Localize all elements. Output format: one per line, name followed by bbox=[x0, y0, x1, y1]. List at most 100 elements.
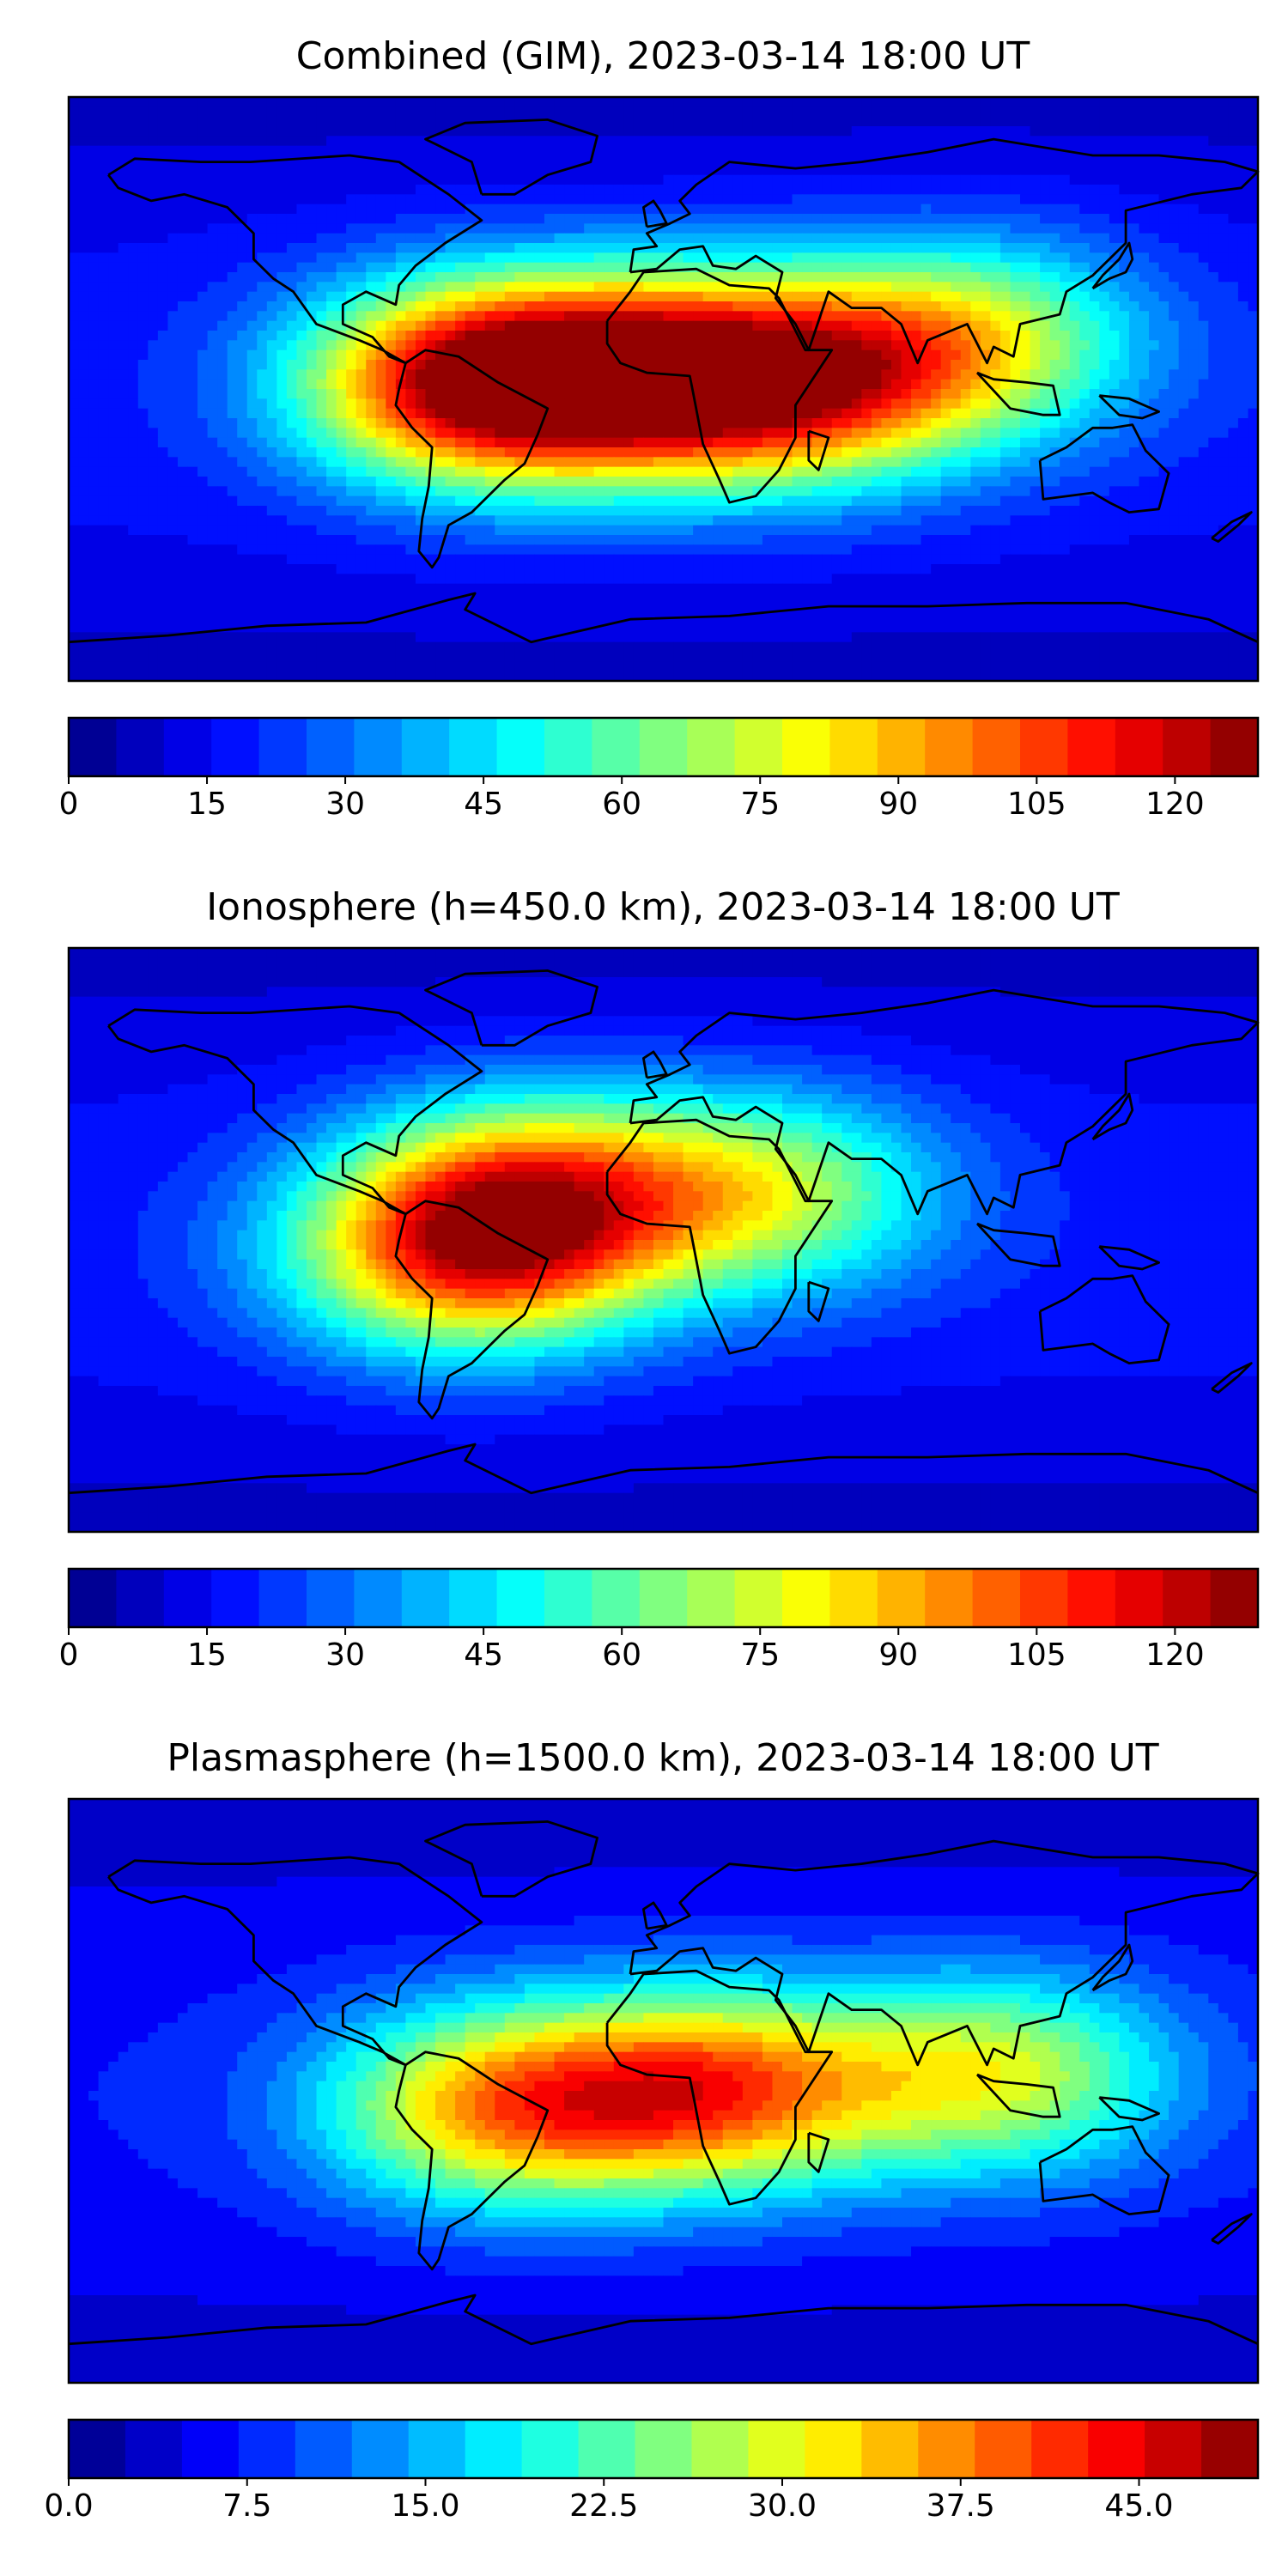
colorbar-swatch bbox=[925, 1569, 974, 1627]
coastlines bbox=[68, 118, 1260, 644]
colorbar-swatch bbox=[521, 2420, 580, 2478]
colorbar-tick-label: 0 bbox=[59, 787, 79, 822]
colorbar-swatch bbox=[1145, 2420, 1202, 2478]
colorbar-swatch bbox=[635, 2420, 693, 2478]
colorbar-tick-label: 120 bbox=[1145, 787, 1205, 822]
colorbar-swatch bbox=[1067, 1569, 1116, 1627]
colorbar-swatch bbox=[972, 1569, 1021, 1627]
colorbar-frame bbox=[67, 1567, 1260, 1629]
panel-ionosphere: Ionosphere (h=450.0 km), 2023-03-14 18:0… bbox=[59, 885, 1260, 1673]
colorbar-swatch bbox=[544, 1569, 592, 1627]
colorbar-swatch bbox=[748, 2420, 805, 2478]
colorbar-tick-label: 90 bbox=[878, 1637, 918, 1673]
panel-combined: Combined (GIM), 2023-03-14 18:00 UT 0 15 3… bbox=[59, 34, 1260, 822]
coastlines bbox=[68, 969, 1260, 1495]
colorbar-swatch bbox=[295, 2420, 353, 2478]
coastline-antarctica bbox=[68, 2293, 1259, 2346]
colorbar-swatch bbox=[1020, 1569, 1068, 1627]
coastline-japan bbox=[1091, 241, 1134, 290]
colorbar-swatch bbox=[307, 718, 355, 776]
colorbar-swatch bbox=[782, 718, 830, 776]
colorbar-swatch bbox=[449, 718, 498, 776]
colorbar-swatch bbox=[351, 2420, 410, 2478]
coastline-eurasia bbox=[629, 988, 1260, 1216]
coastline-antarctica bbox=[68, 592, 1259, 644]
colorbar-swatch bbox=[592, 1569, 641, 1627]
colorbar-swatches bbox=[69, 2420, 1259, 2478]
map-frame bbox=[67, 95, 1260, 683]
colorbar-swatch bbox=[496, 1569, 545, 1627]
coastlines bbox=[68, 1820, 1260, 2346]
coastline-africa bbox=[605, 1969, 834, 2206]
map bbox=[67, 946, 1260, 1534]
coastline-south-america bbox=[394, 349, 550, 569]
colorbar: 0.0 7.5 15.0 22.5 30.0 37.5 45.0 bbox=[44, 2418, 1260, 2524]
colorbar-swatch bbox=[116, 718, 165, 776]
colorbar-swatch bbox=[972, 718, 1021, 776]
colorbar-swatch bbox=[449, 1569, 498, 1627]
map-frame bbox=[67, 946, 1260, 1534]
colorbar-swatch bbox=[925, 718, 974, 776]
contour-field bbox=[69, 948, 1259, 1533]
coastline-indonesia bbox=[975, 1222, 1061, 1267]
colorbar-swatch bbox=[496, 718, 545, 776]
colorbar-swatch bbox=[544, 718, 592, 776]
colorbar-tick-label: 37.5 bbox=[927, 2488, 995, 2524]
colorbar-swatch bbox=[1067, 718, 1116, 776]
colorbar-swatch bbox=[1115, 718, 1163, 776]
coastline-madagascar bbox=[807, 1280, 830, 1322]
colorbar-swatch bbox=[163, 718, 212, 776]
colorbar-swatch bbox=[238, 2420, 296, 2478]
colorbar-tick-label: 75 bbox=[740, 1637, 780, 1673]
colorbar-frame bbox=[67, 2418, 1260, 2480]
coastline-japan bbox=[1091, 1943, 1134, 1992]
colorbar-swatch bbox=[354, 1569, 403, 1627]
colorbar: 0 15 30 45 60 75 90 105 120 bbox=[59, 716, 1260, 822]
colorbar-tick-label: 75 bbox=[740, 787, 780, 822]
colorbar-swatch bbox=[258, 1569, 307, 1627]
colorbar-swatch bbox=[805, 2420, 862, 2478]
colorbar-swatch bbox=[1031, 2420, 1089, 2478]
colorbar-swatch bbox=[639, 1569, 688, 1627]
coastline-new-guinea bbox=[1098, 2096, 1160, 2122]
coastline-uk bbox=[642, 1901, 668, 1930]
coastline-africa bbox=[605, 1118, 834, 1355]
colorbar-swatch bbox=[975, 2420, 1032, 2478]
colorbar-tick-label: 45 bbox=[464, 1637, 503, 1673]
colorbar-swatch bbox=[734, 1569, 783, 1627]
colorbar-swatch bbox=[408, 2420, 466, 2478]
colorbar-ticks: 0 15 30 45 60 75 90 105 120 bbox=[59, 776, 1205, 822]
map bbox=[67, 1797, 1260, 2385]
colorbar-tick-label: 120 bbox=[1145, 1637, 1205, 1673]
colorbar-tick-label: 15 bbox=[187, 787, 227, 822]
map bbox=[67, 95, 1260, 683]
coastline-south-america bbox=[394, 2050, 550, 2271]
colorbar-swatch bbox=[354, 718, 403, 776]
coastline-australia bbox=[1038, 423, 1170, 513]
colorbar-swatch bbox=[181, 2420, 240, 2478]
colorbar-tick-label: 7.5 bbox=[222, 2488, 271, 2524]
colorbar-ticks: 0 15 30 45 60 75 90 105 120 bbox=[59, 1627, 1205, 1673]
colorbar-swatch bbox=[211, 718, 260, 776]
colorbar-swatch bbox=[639, 718, 688, 776]
colorbar-swatch bbox=[578, 2420, 636, 2478]
coastline-new-zealand bbox=[1211, 2213, 1253, 2245]
colorbar-swatch bbox=[69, 1569, 117, 1627]
colorbar-tick-label: 15.0 bbox=[391, 2488, 459, 2524]
colorbar-swatch bbox=[258, 718, 307, 776]
coastline-greenland bbox=[424, 118, 598, 196]
panel-plasmasphere: Plasmasphere (h=1500.0 km), 2023-03-14 1… bbox=[44, 1736, 1260, 2524]
coastline-south-america bbox=[394, 1200, 550, 1420]
coastline-greenland bbox=[424, 1820, 598, 1898]
colorbar-tick-label: 30 bbox=[325, 787, 365, 822]
colorbar: 0 15 30 45 60 75 90 105 120 bbox=[59, 1567, 1260, 1673]
colorbar-tick-label: 90 bbox=[878, 787, 918, 822]
coastline-madagascar bbox=[807, 429, 830, 471]
colorbar-tick-label: 30 bbox=[325, 1637, 365, 1673]
colorbar-swatch bbox=[401, 718, 450, 776]
panel-title: Combined (GIM), 2023-03-14 18:00 UT bbox=[296, 34, 1030, 78]
coastline-eurasia bbox=[629, 137, 1260, 365]
colorbar-swatch bbox=[1201, 2420, 1259, 2478]
colorbar-swatch bbox=[125, 2420, 183, 2478]
colorbar-swatch bbox=[782, 1569, 830, 1627]
